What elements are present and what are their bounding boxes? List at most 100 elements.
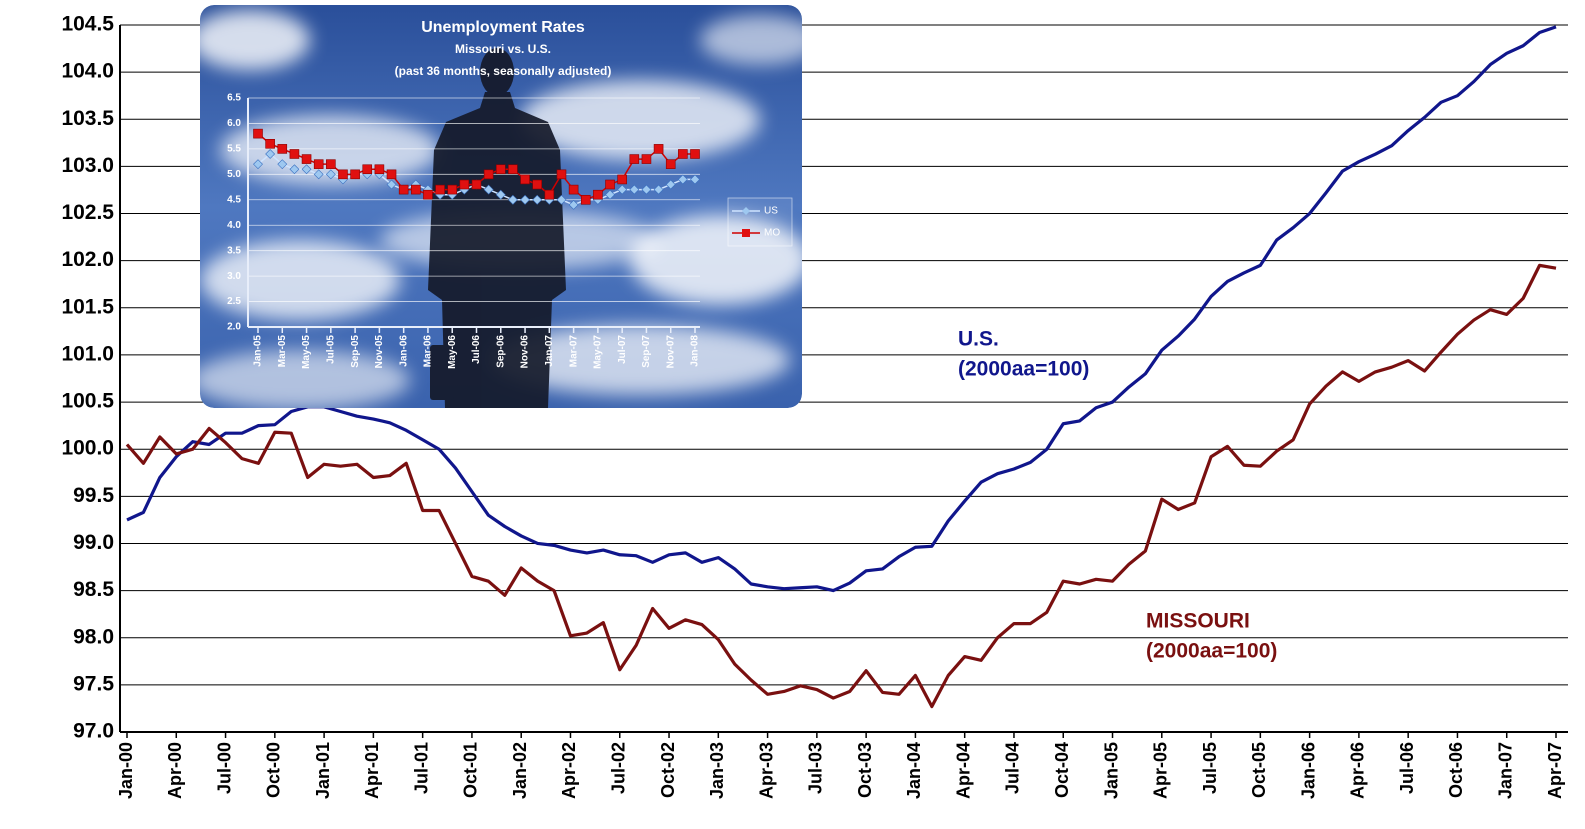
y-tick-label: 97.0: [73, 720, 114, 743]
marker: [301, 154, 312, 164]
series-annotation-note: (2000aa=100): [1146, 640, 1277, 663]
marker: [520, 174, 530, 185]
marker: [398, 184, 409, 195]
y-tick-label: 103.0: [61, 154, 114, 177]
marker: [253, 128, 263, 139]
marker: [325, 169, 336, 180]
y-tick-label: 104.0: [61, 60, 114, 83]
x-tick-label: Oct-05: [1249, 742, 1269, 798]
y-tick-label: 3.5: [227, 245, 241, 256]
marker: [301, 164, 312, 175]
marker: [289, 149, 300, 159]
x-tick-label: Apr-07: [1545, 742, 1565, 799]
y-tick-label: 99.0: [73, 531, 114, 554]
x-tick-label: Nov-06: [520, 335, 531, 369]
y-tick-label: 102.0: [61, 248, 114, 271]
legend-marker: [742, 229, 750, 237]
y-tick-label: 97.5: [73, 672, 114, 695]
marker: [386, 179, 397, 190]
marker: [277, 159, 288, 170]
y-tick-label: 101.0: [61, 342, 114, 365]
marker: [471, 179, 482, 190]
x-tick-label: Jul-06: [471, 335, 482, 364]
marker: [690, 149, 700, 159]
marker: [665, 159, 676, 169]
x-tick-label: Jan-08: [690, 335, 701, 367]
legend-box: [727, 197, 793, 247]
marker: [653, 184, 664, 195]
marker: [678, 149, 688, 159]
inset-chart: Unemployment Rates Missouri vs. U.S. (past…: [200, 5, 802, 408]
y-tick-label: 5.0: [227, 169, 241, 180]
x-tick-label: Jul-01: [411, 742, 431, 794]
x-tick-label: Jan-07: [544, 335, 555, 367]
x-tick-label: Mar-06: [423, 335, 434, 368]
x-tick-label: Oct-02: [658, 742, 678, 798]
marker: [629, 184, 640, 195]
y-tick-label: 3.0: [227, 271, 241, 282]
x-tick-label: Jul-03: [806, 742, 826, 794]
y-tick-label: 100.0: [61, 437, 114, 460]
marker: [374, 164, 385, 175]
x-tick-label: Apr-02: [559, 742, 579, 799]
x-tick-label: Oct-00: [264, 742, 284, 798]
marker: [520, 194, 530, 205]
y-tick-label: 103.5: [61, 107, 114, 130]
x-tick-label: Oct-03: [855, 742, 875, 798]
x-tick-label: Oct-01: [461, 742, 481, 798]
marker: [568, 199, 579, 210]
x-tick-label: Sep-07: [641, 335, 652, 368]
x-tick-label: Oct-06: [1446, 742, 1466, 798]
x-tick-label: Jul-04: [1003, 742, 1023, 794]
y-tick-label: 2.5: [227, 296, 241, 307]
marker: [411, 184, 421, 195]
marker: [641, 154, 652, 164]
x-tick-label: Apr-03: [756, 742, 776, 799]
marker: [617, 174, 627, 185]
y-tick-label: 5.5: [227, 144, 241, 155]
x-tick-label: Nov-07: [665, 335, 676, 369]
x-tick-label: Jan-01: [313, 742, 333, 799]
marker: [690, 174, 700, 185]
y-tick-label: 4.0: [227, 220, 241, 231]
marker: [313, 169, 324, 180]
inset-subtitle: Missouri vs. U.S.: [455, 42, 551, 56]
marker: [338, 169, 348, 180]
x-tick-label: Jul-05: [1200, 742, 1220, 794]
marker: [532, 194, 543, 205]
marker: [435, 184, 445, 195]
y-tick-label: 2.0: [227, 322, 241, 333]
x-tick-label: Jan-00: [116, 742, 136, 799]
legend-label: US: [764, 206, 778, 217]
x-tick-label: Mar-05: [277, 335, 288, 368]
marker: [459, 179, 470, 190]
legend-marker: [742, 207, 750, 215]
x-tick-label: Jan-02: [510, 742, 530, 799]
marker: [265, 139, 275, 149]
marker: [507, 194, 518, 205]
series-line: [126, 25, 1557, 593]
marker: [483, 169, 494, 180]
marker: [495, 189, 506, 200]
marker: [289, 164, 300, 175]
series-annotation-note: (2000aa=100): [958, 358, 1089, 381]
x-tick-label: Mar-07: [568, 335, 579, 368]
marker: [605, 189, 615, 200]
x-tick-label: Jul-05: [325, 335, 336, 364]
x-tick-label: Apr-01: [362, 742, 382, 799]
marker: [593, 189, 603, 200]
x-tick-label: Jan-04: [904, 742, 924, 799]
y-tick-label: 98.5: [73, 578, 114, 601]
marker: [313, 159, 324, 169]
x-tick-label: Apr-05: [1151, 742, 1171, 799]
y-tick-label: 4.5: [227, 194, 241, 205]
x-tick-label: Jan-03: [707, 742, 727, 799]
silhouette: [428, 48, 566, 408]
marker: [350, 169, 360, 180]
x-tick-label: Oct-04: [1052, 742, 1072, 798]
x-tick-label: May-06: [447, 335, 458, 369]
marker: [532, 179, 542, 190]
marker: [495, 164, 506, 175]
marker: [483, 184, 494, 195]
y-tick-label: 101.5: [61, 295, 114, 318]
